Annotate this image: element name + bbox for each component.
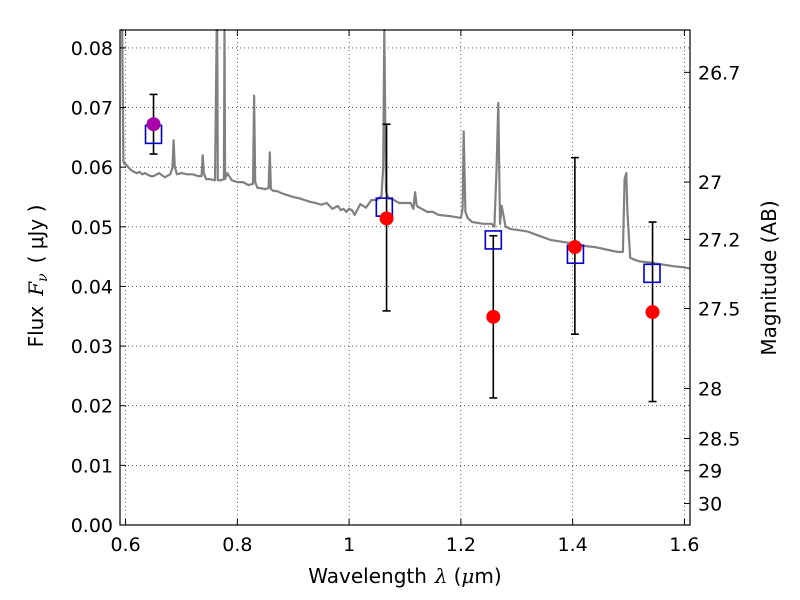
magnitude-tick-label: 28.5 (698, 429, 740, 451)
observed-photometry-point (567, 240, 582, 255)
magnitude-tick-label: 28 (698, 378, 722, 400)
x-tick-label: 1.4 (558, 534, 588, 556)
x-tick-label: 1.2 (446, 534, 476, 556)
y-tick-label: 0.03 (71, 336, 113, 358)
observed-photometry-point (379, 211, 394, 226)
model-photometry-square (484, 230, 503, 250)
magnitude-axis-ticks: 26.7 27 27.2 27.5 28 28.5 29 30 (684, 62, 740, 516)
y-axis-title: FluxFν( μJy ) (24, 205, 51, 348)
magnitude-tick-label: 27.2 (698, 229, 740, 251)
magnitude-tick-label: 30 (698, 494, 722, 516)
y-tick-label: 0.08 (71, 38, 113, 60)
x-axis-ticks: 0.6 0.8 1 1.2 1.4 1.6 (110, 30, 700, 556)
y-tick-label: 0.05 (71, 217, 113, 239)
model-photometry-square (643, 263, 661, 284)
x-axis-title: Wavelength λ (μm) (308, 564, 501, 588)
observed-photometry-points (146, 117, 660, 324)
x-tick-label: 0.8 (222, 534, 252, 556)
magnitude-axis-title: Magnitude (AB) (757, 200, 781, 355)
observed-photometry-point (146, 117, 161, 132)
observed-photometry-point (645, 305, 660, 320)
magnitude-tick-label: 26.7 (698, 62, 740, 84)
grid (120, 30, 690, 525)
magnitude-tick-label: 27 (698, 172, 722, 194)
model-spectrum (121, 28, 691, 270)
y-tick-label: 0.06 (71, 157, 113, 179)
plot-frame (119, 29, 691, 526)
x-tick-label: 1 (343, 534, 355, 556)
y-tick-label: 0.00 (71, 515, 113, 537)
y-tick-label: 0.04 (71, 276, 113, 298)
y-tick-label: 0.01 (71, 455, 113, 477)
y-tick-label: 0.07 (71, 98, 113, 120)
y-axis-ticks: 0.00 0.01 0.02 0.03 0.04 0.05 0.06 0.07 0.08 (71, 38, 126, 537)
magnitude-tick-label: 29 (698, 461, 722, 483)
observed-photometry-point (486, 309, 501, 324)
magnitude-tick-label: 27.5 (698, 299, 740, 321)
x-tick-label: 1.6 (669, 534, 699, 556)
spectrum-line (121, 28, 691, 270)
y-tick-label: 0.02 (71, 396, 113, 418)
x-tick-label: 0.6 (110, 534, 140, 556)
